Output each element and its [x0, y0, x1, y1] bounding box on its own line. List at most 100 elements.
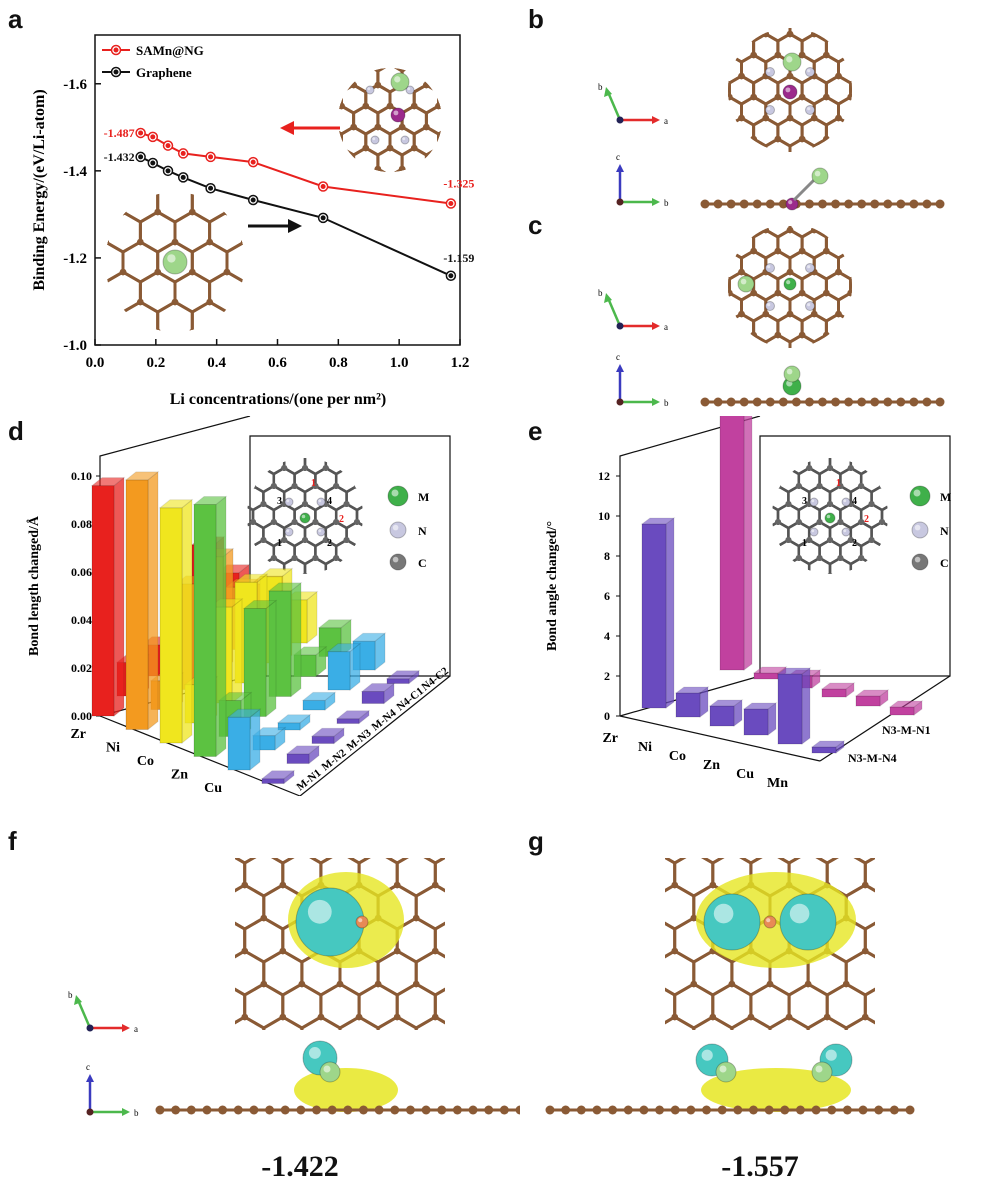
- inset-d-ring: [247, 458, 265, 476]
- inset-graphene-ring: [242, 192, 245, 194]
- structure-b-carbon-atom: [774, 51, 782, 59]
- structure-b-carbon-atom: [702, 178, 708, 184]
- structure-c-carbon-atom: [920, 374, 926, 380]
- charge-f-carbon-atom: [432, 1080, 438, 1086]
- charge-f-carbon-atom: [184, 981, 190, 987]
- charge-g-carbon-atom: [919, 981, 925, 987]
- inset-d-metal-atom-highlight: [301, 514, 306, 519]
- structure-c-ring: [728, 312, 731, 344]
- charge-g-carbon-atom: [729, 849, 735, 855]
- structure-b-carbon-atom: [799, 178, 805, 184]
- inset-graphene-carbon-atom: [241, 179, 247, 185]
- inset-d-ring: [388, 450, 409, 474]
- inset-samn-ring: [487, 43, 500, 71]
- inset-samn-ring: [338, 83, 343, 115]
- structure-b-ring: [681, 76, 705, 104]
- inset-e-nitrogen-atom-highlight: [843, 529, 847, 533]
- structure-b-ring: [849, 32, 852, 64]
- inset-d-carbon-atom: [396, 591, 402, 597]
- charge-g-carbon-atom: [652, 981, 658, 987]
- inset-d-carbon-atom: [302, 465, 308, 471]
- structure-c-ring: [911, 251, 935, 279]
- structure-c-carbon-atom: [775, 374, 781, 380]
- structure-c-ring: [657, 314, 681, 342]
- charge-f-side-atom: [171, 1105, 181, 1115]
- inset-graphene-carbon-atom: [258, 269, 264, 275]
- inset-graphene-carbon-atom: [293, 329, 299, 335]
- inset-samn-carbon-atom: [326, 82, 332, 88]
- inset-d-ring: [212, 468, 233, 492]
- charge-g-isosurface-cyan-right-highlight: [789, 903, 810, 924]
- inset-e-carbon-atom: [879, 591, 885, 597]
- inset-e-nitrogen-atom: [841, 497, 851, 507]
- inset-samn-carbon-atom: [447, 40, 453, 46]
- bar-Mn-M-N4: [336, 718, 360, 725]
- structure-b-carbon-atom: [908, 31, 914, 37]
- structure-b-carbon-atom: [763, 157, 769, 163]
- structure-b-carbon-atom: [678, 52, 684, 58]
- inset-e-legend-c-label: C: [940, 556, 949, 570]
- structure-b-carbon-atom: [908, 157, 914, 163]
- structure-b-carbon-atom: [798, 51, 806, 59]
- panel-letter-c: c: [528, 210, 543, 240]
- charge-f-side-atom: [437, 1105, 447, 1115]
- structure-b-ring: [754, 160, 778, 188]
- inset-samn-carbon-atom: [484, 145, 490, 151]
- charge-f-carbon-atom: [241, 947, 248, 955]
- charge-density-g: [545, 849, 925, 1115]
- structure-b-ring: [863, 55, 887, 83]
- structure-b-carbon-atom: [678, 136, 684, 142]
- metal-tick-label: Ni: [638, 740, 652, 755]
- bar-Mn-N4-C2-top: [385, 670, 421, 680]
- structure-b-ring: [669, 139, 693, 167]
- charge-f-carbon-atom: [222, 1047, 228, 1053]
- inset-samn-ring: [364, 68, 392, 73]
- inset-samn-carbon-atom: [302, 40, 308, 46]
- structure-b-carbon-atom: [678, 136, 684, 142]
- inset-e-carbon-atom: [754, 447, 760, 453]
- charge-g-ring: [865, 1050, 903, 1094]
- charge-g-side-li-right-highlight: [815, 1065, 823, 1073]
- charge-g-side-atom: [858, 1105, 868, 1115]
- structure-c-carbon-atom: [678, 332, 684, 338]
- structure-b-ring: [705, 160, 729, 188]
- structure-c-li-atom: [737, 275, 755, 293]
- structure-c-ring: [887, 251, 911, 279]
- structure-b-carbon-atom: [872, 94, 878, 100]
- inset-graphene-carbon-atom: [68, 239, 74, 245]
- structure-c-carbon-atom: [860, 227, 866, 233]
- structure-b-carbon-atom: [835, 157, 841, 163]
- charge-f-ring: [433, 858, 445, 893]
- inset-e-carbon-atom: [796, 447, 802, 453]
- inset-graphene-carbon-atom: [85, 209, 91, 215]
- inset-d-carbon-atom: [385, 537, 391, 543]
- structure-b-carbon-atom: [835, 30, 842, 38]
- inset-graphene-carbon-atom: [293, 329, 299, 335]
- charge-f-carbon-atom: [375, 1047, 381, 1053]
- inset-graphene-carbon-atom: [241, 298, 245, 306]
- charge-f-carbon-atom: [451, 915, 457, 921]
- inset-d-carbon-atom: [291, 555, 298, 561]
- charge-g-carbon-atom: [900, 882, 906, 888]
- inset-graphene-ring: [105, 300, 125, 332]
- inset-samn-carbon-atom: [472, 124, 478, 130]
- structure-b-bond: [792, 176, 818, 202]
- structure-b-side-mn-atom-highlight: [788, 200, 793, 205]
- structure-c-carbon-atom: [714, 311, 720, 317]
- charge-g-carbon-atom: [652, 915, 658, 921]
- charge-f-carbon-atom: [260, 914, 267, 922]
- inset-samn-carbon-atom: [447, 166, 453, 172]
- structure-c-carbon-atom: [811, 226, 818, 234]
- structure-b-carbon-atom: [908, 31, 914, 37]
- charge-f-carbon-atom: [489, 981, 495, 987]
- charge-g-carbon-atom: [919, 981, 925, 987]
- structure-c-carbon-atom: [714, 227, 720, 233]
- charge-g-ring: [730, 1015, 772, 1030]
- structure-c-carbon-atom: [678, 374, 684, 380]
- charge-f-carbon-atom: [508, 948, 514, 954]
- inset-graphene-carbon-atom: [51, 149, 57, 155]
- inset-d-site-red-2: 2: [339, 514, 344, 525]
- charge-f-carbon-atom: [489, 1047, 495, 1053]
- structure-c-ring: [669, 251, 693, 279]
- structure-c-ring: [899, 272, 923, 300]
